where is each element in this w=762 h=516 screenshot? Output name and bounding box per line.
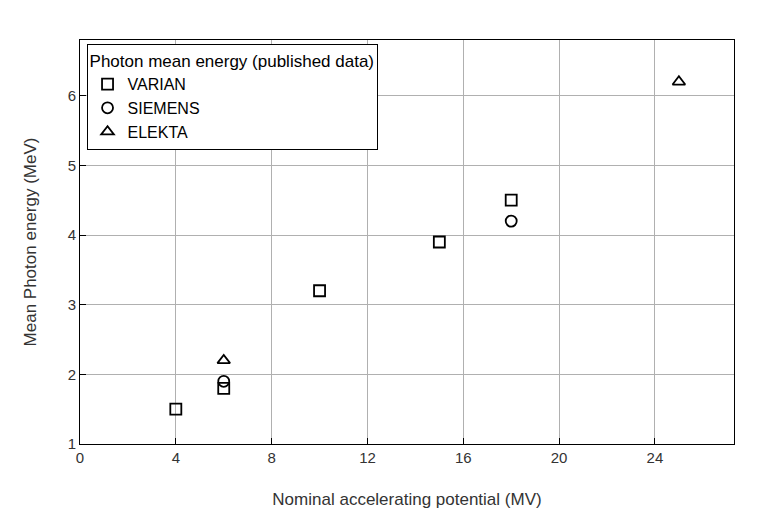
- svg-text:3: 3: [68, 296, 76, 313]
- svg-text:4: 4: [172, 449, 180, 466]
- svg-text:6: 6: [68, 87, 76, 104]
- svg-text:Nominal accelerating potential: Nominal accelerating potential (MV): [272, 490, 541, 509]
- svg-text:16: 16: [455, 449, 472, 466]
- svg-text:Mean Photon energy (MeV): Mean Photon energy (MeV): [21, 138, 40, 347]
- svg-text:5: 5: [68, 157, 76, 174]
- svg-text:ELEKTA: ELEKTA: [128, 124, 189, 141]
- svg-text:0: 0: [76, 449, 84, 466]
- svg-text:SIEMENS: SIEMENS: [128, 100, 200, 117]
- svg-text:8: 8: [267, 449, 275, 466]
- svg-text:Photon mean energy (published: Photon mean energy (published data): [90, 52, 374, 71]
- svg-text:1: 1: [68, 435, 76, 452]
- svg-text:VARIAN: VARIAN: [128, 76, 186, 93]
- svg-text:20: 20: [551, 449, 568, 466]
- svg-text:24: 24: [647, 449, 664, 466]
- svg-text:2: 2: [68, 366, 76, 383]
- svg-text:4: 4: [68, 226, 76, 243]
- svg-text:12: 12: [359, 449, 376, 466]
